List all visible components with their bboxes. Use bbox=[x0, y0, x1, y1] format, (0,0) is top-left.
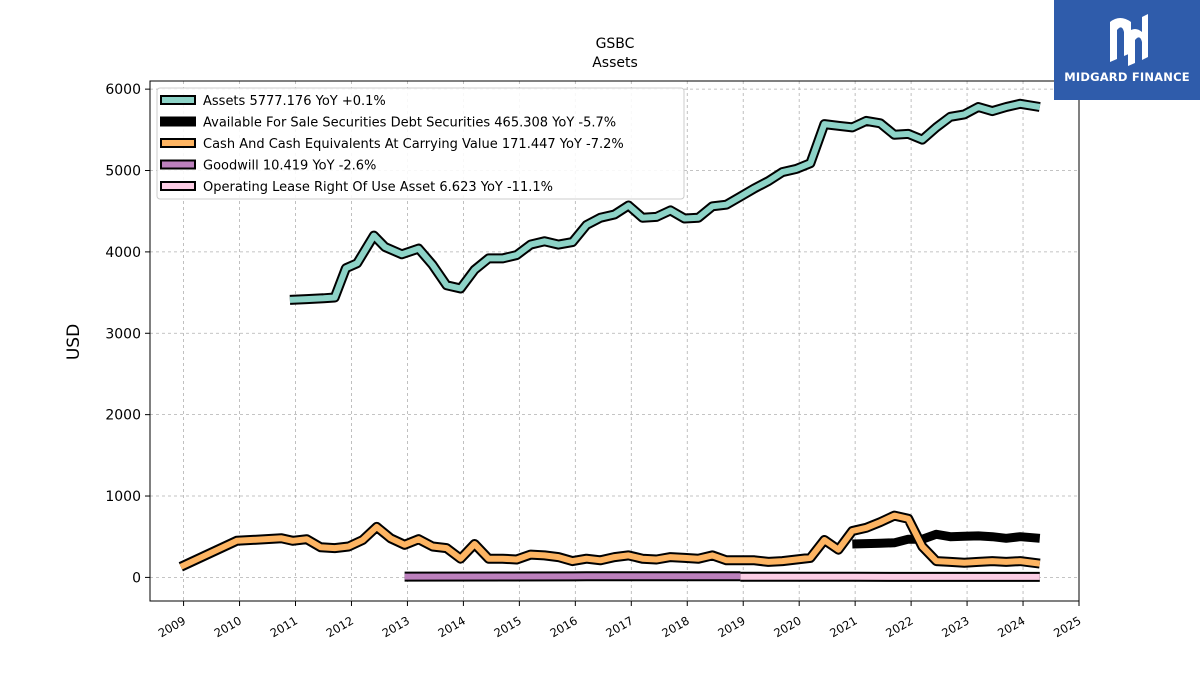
brand-name: MIDGARD FINANCE bbox=[1064, 70, 1190, 84]
midgard-logo-icon bbox=[1110, 14, 1148, 66]
x-axis: 2009 2010 2011 2012 2013 2014 2015 2016 2017 2018… bbox=[156, 601, 1084, 640]
x-tick-label: 2019 bbox=[715, 613, 747, 640]
series-fill bbox=[179, 512, 1041, 570]
x-tick-label: 2024 bbox=[995, 613, 1027, 640]
series-line bbox=[852, 529, 1041, 549]
series-fill bbox=[289, 100, 1041, 303]
x-tick-label: 2011 bbox=[268, 613, 300, 640]
legend-item: Assets 5777.176 YoY +0.1% bbox=[160, 94, 386, 109]
legend-swatch bbox=[160, 159, 196, 170]
legend-box bbox=[156, 87, 685, 200]
y-tick-label: 6000 bbox=[105, 82, 141, 98]
legend-label: Available For Sale Securities Debt Secur… bbox=[203, 116, 616, 131]
x-tick-label: 2017 bbox=[603, 613, 635, 640]
x-tick-label: 2022 bbox=[883, 613, 915, 640]
y-axis: 0 1000 2000 3000 4000 5000 6000 bbox=[105, 82, 150, 586]
legend-item: Operating Lease Right Of Use Asset 6.623… bbox=[160, 180, 553, 195]
legend-label: Assets 5777.176 YoY +0.1% bbox=[203, 94, 386, 109]
y-tick-label: 1000 bbox=[105, 489, 141, 505]
x-tick-label: 2013 bbox=[380, 613, 412, 640]
x-tick-label: 2015 bbox=[492, 613, 524, 640]
x-tick-label: 2012 bbox=[324, 613, 356, 640]
series-line bbox=[289, 98, 1041, 305]
series-path bbox=[852, 529, 1041, 549]
x-tick-label: 2025 bbox=[1051, 613, 1083, 640]
x-tick-label: 2014 bbox=[436, 613, 468, 640]
legend-swatch bbox=[160, 181, 196, 191]
chart-subtitle: Assets bbox=[592, 55, 638, 71]
legend-swatch bbox=[160, 138, 196, 148]
x-tick-label: 2016 bbox=[547, 613, 579, 640]
legend-item: Cash And Cash Equivalents At Carrying Va… bbox=[160, 137, 624, 152]
chart-title: GSBC bbox=[596, 36, 635, 52]
legend-label: Operating Lease Right Of Use Asset 6.623… bbox=[203, 180, 553, 195]
legend-item: Available For Sale Securities Debt Secur… bbox=[160, 116, 616, 131]
plot-frame bbox=[149, 80, 1080, 602]
x-tick-label: 2020 bbox=[771, 613, 803, 640]
legend-swatch bbox=[160, 116, 196, 127]
y-tick-label: 2000 bbox=[105, 408, 141, 424]
legend-swatch bbox=[160, 95, 196, 105]
x-tick-label: 2009 bbox=[156, 613, 188, 640]
x-tick-label: 2010 bbox=[212, 613, 244, 640]
series-line bbox=[178, 510, 1041, 572]
gridlines bbox=[150, 81, 1080, 601]
legend: Assets 5777.176 YoY +0.1% Available For S… bbox=[156, 87, 685, 200]
brand-logo: MIDGARD FINANCE bbox=[1054, 0, 1200, 100]
legend-label: Goodwill 10.419 YoY -2.6% bbox=[203, 159, 376, 174]
x-tick-label: 2018 bbox=[659, 613, 691, 640]
y-tick-label: 4000 bbox=[105, 245, 141, 261]
x-tick-label: 2021 bbox=[827, 613, 859, 640]
y-axis-label: USD bbox=[64, 324, 84, 360]
legend-item: Goodwill 10.419 YoY -2.6% bbox=[160, 159, 376, 174]
y-tick-label: 5000 bbox=[105, 164, 141, 180]
y-tick-label: 3000 bbox=[105, 326, 141, 342]
legend-label: Cash And Cash Equivalents At Carrying Va… bbox=[203, 137, 624, 152]
series-layer bbox=[178, 98, 1041, 582]
x-tick-label: 2023 bbox=[939, 613, 971, 640]
y-tick-label: 0 bbox=[132, 570, 141, 586]
